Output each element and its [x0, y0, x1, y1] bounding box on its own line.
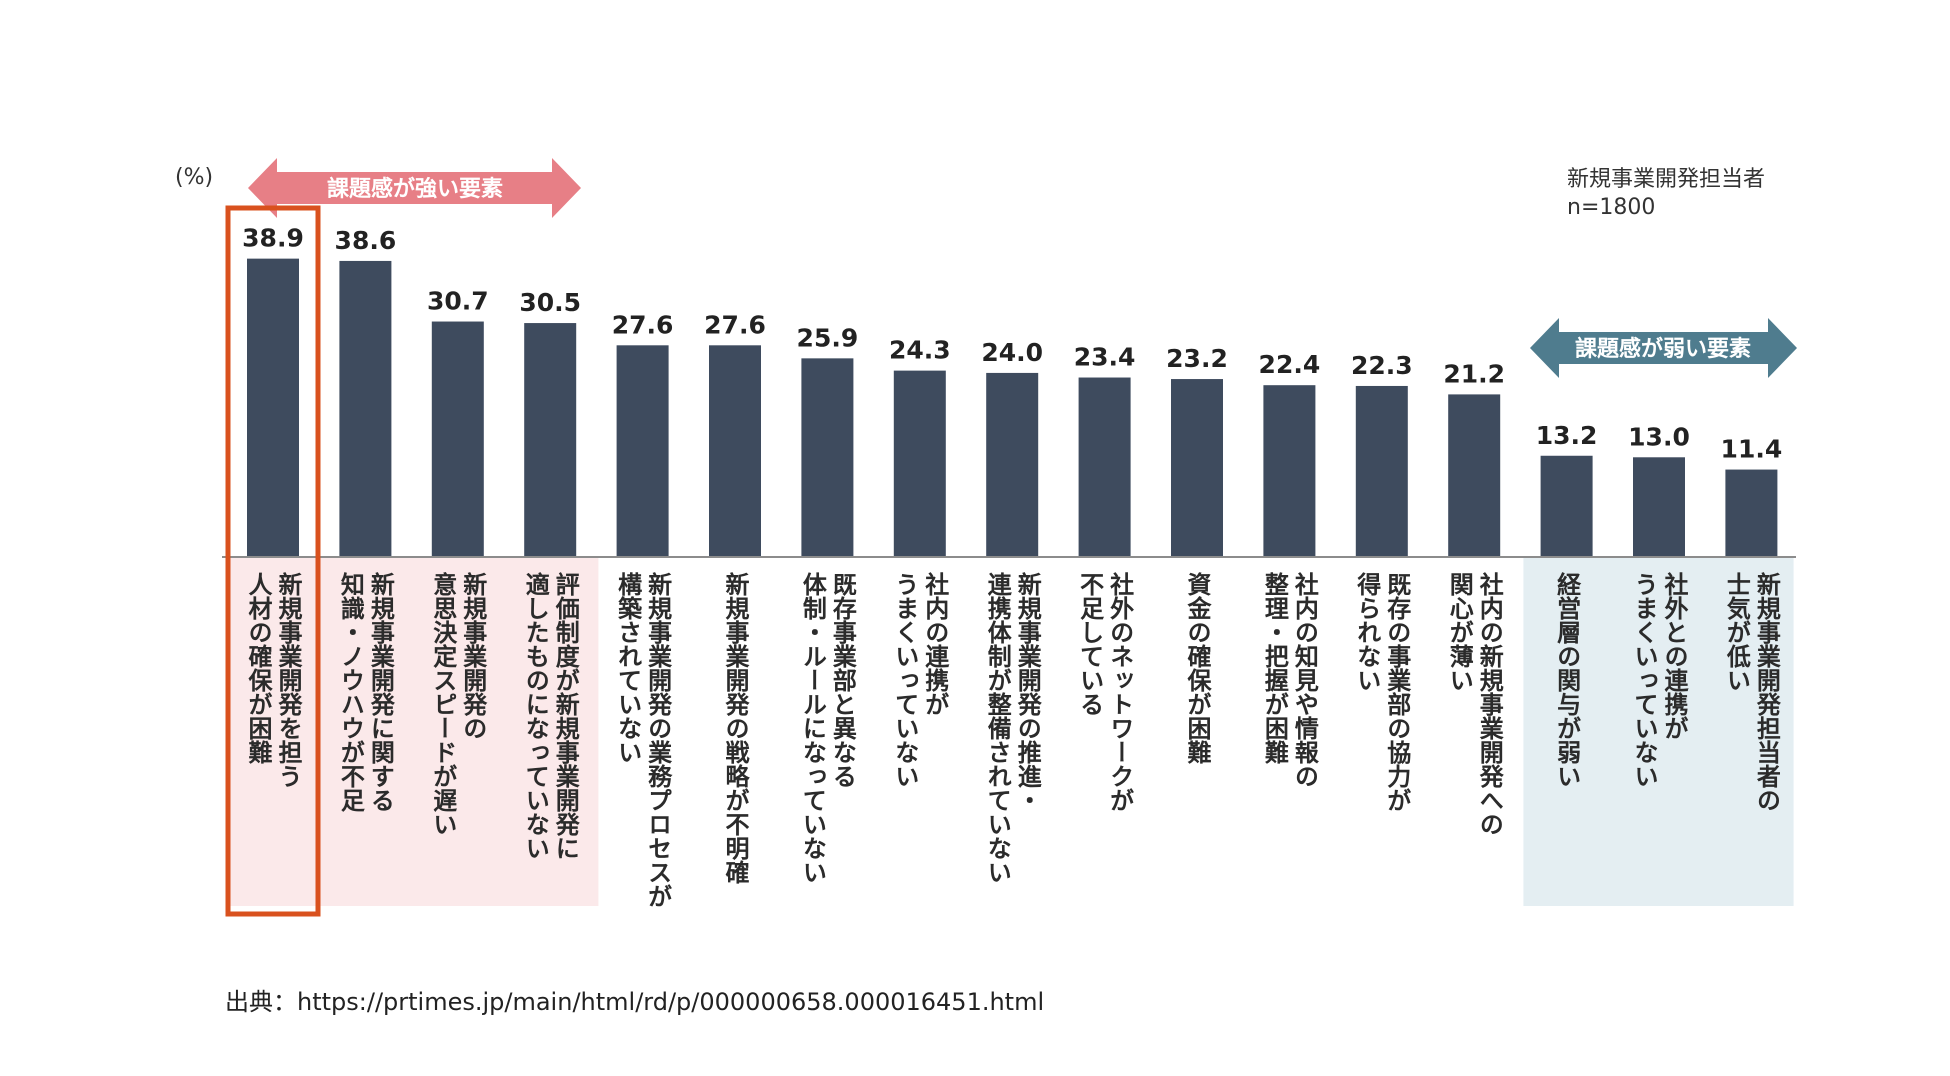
category-label: 新規事業開発の推進・: [1013, 571, 1042, 812]
bar: [339, 260, 392, 557]
bar: [709, 345, 761, 557]
value-label: 11.4: [1721, 435, 1783, 464]
bar: [524, 323, 577, 557]
category-label: 知識・ノウハウが不足: [336, 572, 364, 812]
value-label: 13.0: [1628, 422, 1690, 451]
weak-group-background: [1523, 557, 1794, 906]
value-label: 30.5: [519, 288, 581, 317]
bar: [1263, 385, 1316, 557]
value-label: 21.2: [1443, 359, 1505, 388]
bars: [247, 258, 1778, 557]
category-label: 意思決定スピードが遅い: [429, 571, 457, 836]
value-label: 25.9: [797, 323, 859, 352]
bar: [1078, 377, 1131, 557]
strong-group-label: 課題感が強い要素: [327, 176, 503, 202]
bar: [1540, 455, 1593, 557]
category-label: 既存の事業部の協力が: [1383, 572, 1411, 812]
bar: [431, 321, 484, 557]
bar-chart: 38.9 38.6 30.7 30.5 27.6 27.6 25.9 24.3 24.0 23.4…: [175, 158, 1797, 917]
category-label: 新規事業開発の: [459, 571, 488, 740]
value-label: 23.2: [1166, 344, 1228, 373]
category-label: 構築されていない: [614, 572, 643, 764]
strong-group-background: [228, 557, 599, 906]
category-label: 評価制度が新規事業開発に: [551, 571, 580, 860]
bar: [616, 345, 669, 557]
category-label: 得られない: [1353, 571, 1382, 692]
category-label: 連携体制が整備されていない: [983, 572, 1011, 884]
source-link[interactable]: https://prtimes.jp/main/html/rd/p/000000…: [297, 988, 1045, 1016]
value-label: 27.6: [612, 310, 674, 339]
strong-arrow-shape: [248, 158, 581, 218]
category-label: 新規事業開発担当者の: [1752, 571, 1781, 812]
value-label: 24.0: [981, 338, 1043, 367]
respondent-label: 新規事業開発担当者: [1567, 167, 1765, 192]
value-label: 30.7: [427, 287, 489, 316]
sample-size-label: n=1800: [1567, 195, 1655, 220]
weak-arrow-shape: [1530, 318, 1797, 378]
bar: [1633, 457, 1685, 557]
category-label: うまくいっていない: [1630, 572, 1658, 788]
bar: [1355, 385, 1408, 557]
bar: [1448, 394, 1501, 557]
value-label: 23.4: [1074, 343, 1136, 372]
category-label: 体制・ルールになっていない: [798, 572, 826, 884]
value-label: 38.9: [242, 224, 304, 253]
value-labels: 38.9 38.6 30.7 30.5 27.6 27.6 25.9 24.3 24.0 23.4…: [242, 224, 1782, 464]
category-label: 新規事業開発の業務プロセスが: [644, 571, 673, 908]
bar: [247, 258, 299, 557]
category-label: 社内の知見や情報の: [1290, 571, 1318, 788]
bar: [801, 358, 854, 557]
category-label: 既存事業部と異なる: [828, 572, 856, 788]
category-label: 社外との連携が: [1660, 571, 1688, 740]
bar: [893, 370, 946, 557]
category-label: 適したものになっていない: [521, 571, 549, 860]
category-label: 新規事業開発の戦略が不明確: [721, 571, 750, 885]
category-label: 関心が薄い: [1445, 572, 1473, 692]
bar: [1725, 469, 1778, 557]
category-label: 経営層の関与が弱い: [1553, 571, 1581, 788]
value-label: 27.6: [704, 310, 766, 339]
value-label: 22.4: [1259, 350, 1321, 379]
value-label: 22.3: [1351, 351, 1413, 380]
category-label: 不足している: [1076, 572, 1104, 716]
category-label: うまくいっていない: [891, 572, 919, 788]
category-label: 社内の新規事業開発への: [1475, 571, 1504, 836]
strong-group-arrow: 課題感が強い要素: [248, 158, 581, 218]
category-label: 新規事業開発を担う: [274, 571, 303, 788]
source-note: 出典：https://prtimes.jp/main/html/rd/p/000…: [225, 982, 1044, 1017]
unit-label: (%): [175, 165, 213, 190]
weak-group-arrow: 課題感が弱い要素: [1530, 318, 1797, 378]
value-label: 13.2: [1536, 421, 1598, 450]
category-label: 新規事業開発に関する: [366, 571, 395, 812]
category-label: 社内の連携が: [921, 571, 949, 716]
category-label: 資金の確保が困難: [1183, 572, 1212, 764]
value-label: 38.6: [335, 226, 397, 255]
highlight-box: [225, 205, 321, 917]
category-label: 社外のネットワークが: [1106, 571, 1134, 812]
category-label: 人材の確保が困難: [244, 572, 273, 764]
bar: [1171, 379, 1223, 557]
value-label: 24.3: [889, 336, 951, 365]
weak-group-label: 課題感が弱い要素: [1575, 336, 1751, 362]
bar: [986, 372, 1039, 557]
source-prefix: 出典：: [225, 988, 297, 1016]
group-backgrounds: [228, 557, 1794, 906]
category-label: 整理・把握が困難: [1260, 572, 1288, 764]
category-label: 士気が低い: [1722, 572, 1751, 692]
